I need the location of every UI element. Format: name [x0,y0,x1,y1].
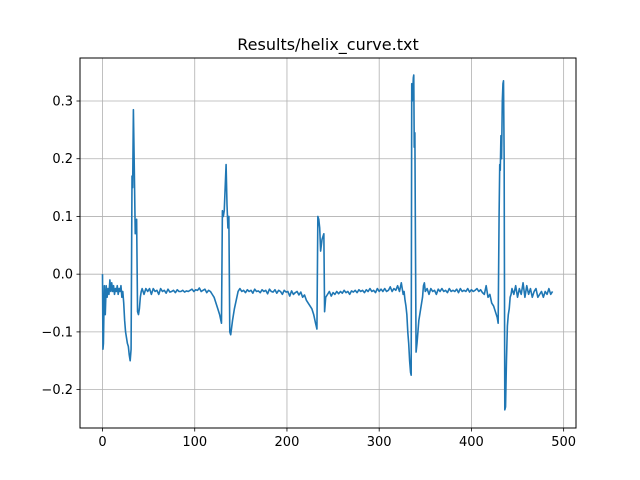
y-tick-label: 0.2 [52,152,73,167]
y-tick-label: 0.3 [52,95,73,110]
grid [80,58,576,428]
plot-frame [79,57,577,429]
y-axis: −0.2 −0.1 0.0 0.1 0.2 0.3 [41,95,80,398]
y-tick-label: −0.2 [41,383,73,398]
x-axis: 0 100 200 300 400 500 [98,428,576,450]
chart-title: Results/helix_curve.txt [237,35,418,55]
series-line [101,74,554,411]
y-tick-label: 0.0 [52,268,73,283]
x-tick-label: 100 [182,435,207,450]
x-tick-label: 200 [275,435,300,450]
y-tick-label: 0.1 [52,210,73,225]
x-tick-label: 300 [367,435,392,450]
x-tick-label: 500 [551,435,576,450]
x-tick-label: 0 [98,435,106,450]
x-tick-label: 400 [459,435,484,450]
series-layer [101,74,554,411]
y-tick-label: −0.1 [41,325,73,340]
